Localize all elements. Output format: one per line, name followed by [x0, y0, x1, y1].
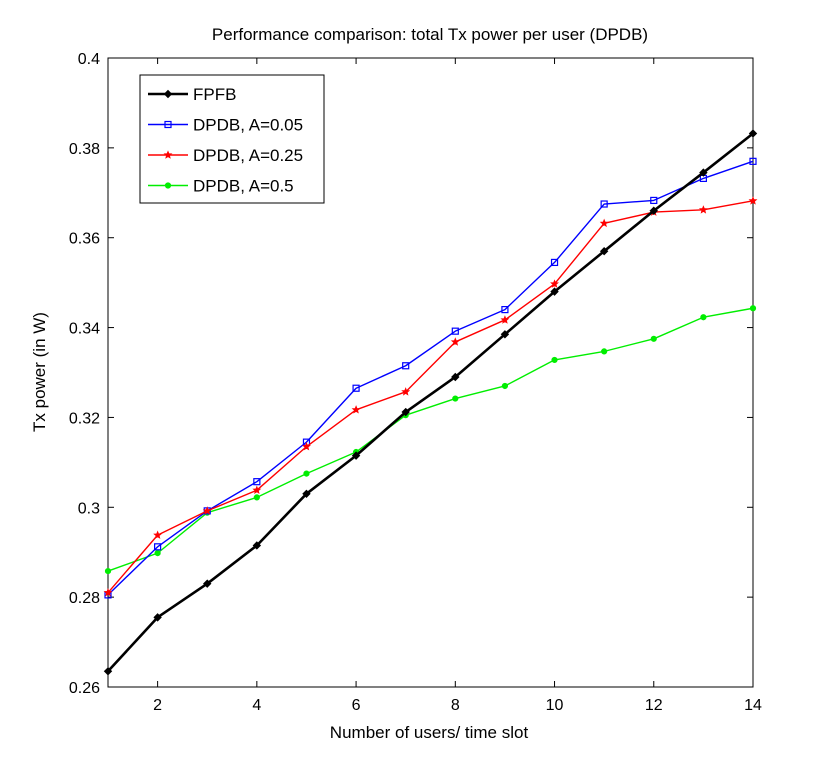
data-point [401, 407, 410, 417]
data-point [649, 206, 658, 215]
y-tick-label: 0.32 [69, 410, 100, 427]
axis-ticks: 2 4 6 8 10 12 14 0.26 0.28 0.3 0.32 0.34 0.36 0.38 0.4 [69, 51, 762, 714]
legend-label: DPDB, A=0.25 [193, 146, 303, 165]
legend-label: DPDB, A=0.05 [193, 116, 303, 135]
x-tick-label: 6 [352, 697, 361, 714]
data-point [104, 567, 112, 575]
data-point [748, 129, 758, 138]
data-point [402, 362, 410, 370]
legend-entry: FPFB [148, 85, 236, 104]
y-tick-label: 0.28 [69, 590, 100, 607]
data-point [203, 579, 212, 588]
y-tick-label: 0.3 [78, 500, 100, 517]
data-point [650, 196, 658, 205]
data-point [351, 405, 361, 414]
data-point [550, 287, 559, 296]
data-point [601, 348, 608, 355]
legend-entry: DPDB, A=0.25 [148, 146, 303, 165]
chart-title: Performance comparison: total Tx power p… [212, 25, 648, 44]
data-point [252, 541, 262, 550]
data-point [154, 543, 162, 551]
data-point [154, 550, 161, 557]
legend-label: DPDB, A=0.5 [193, 177, 294, 196]
legend-marker [163, 150, 173, 159]
data-point [202, 506, 212, 515]
data-point [699, 168, 708, 177]
data-point [698, 205, 708, 214]
data-point [451, 372, 460, 382]
data-point [501, 306, 509, 314]
data-point [748, 196, 758, 205]
x-tick-label: 2 [153, 697, 162, 714]
data-point [401, 387, 411, 396]
x-tick-label: 10 [546, 697, 564, 714]
legend: FPFB DPDB, A=0.05 DPDB, A=0.25 DPDB, A=0.5 [139, 74, 325, 204]
data-point [302, 441, 311, 451]
data-point [452, 395, 459, 402]
legend-entry: DPDB, A=0.5 [148, 177, 294, 196]
legend-marker [164, 120, 172, 129]
data-point [599, 218, 609, 228]
y-tick-label: 0.4 [78, 51, 100, 68]
data-point [352, 384, 360, 392]
data-point [252, 485, 262, 494]
series-line [107, 132, 754, 673]
data-point [253, 494, 260, 501]
data-point [500, 315, 510, 324]
y-axis-label: Tx power (in W) [30, 312, 49, 432]
series-line [107, 160, 754, 596]
data-point [551, 356, 558, 364]
data-point [550, 279, 559, 288]
series-line [107, 307, 754, 572]
legend-marker [163, 89, 173, 99]
data-point [303, 470, 310, 477]
x-tick-label: 8 [451, 697, 460, 714]
x-tick-label: 12 [645, 697, 663, 714]
legend-marker [164, 182, 172, 189]
data-point [599, 246, 609, 256]
data-point [253, 478, 261, 486]
data-point [700, 314, 707, 321]
x-tick-label: 4 [252, 697, 261, 714]
x-tick-label: 14 [744, 697, 762, 714]
data-point [153, 613, 162, 622]
data-point [550, 258, 559, 267]
series-layer [103, 129, 758, 676]
data-point [450, 337, 460, 346]
data-point [749, 157, 757, 165]
legend-label: FPFB [193, 85, 236, 104]
data-point [501, 382, 509, 390]
data-point [153, 530, 163, 539]
data-point [451, 327, 459, 335]
series-0 [103, 129, 758, 676]
data-point [500, 330, 510, 339]
data-point [749, 305, 757, 312]
data-point [103, 587, 113, 597]
x-axis-label: Number of users/ time slot [330, 723, 529, 742]
data-point [351, 451, 361, 460]
y-tick-label: 0.38 [69, 141, 100, 158]
data-point [600, 200, 608, 208]
y-tick-label: 0.36 [69, 231, 100, 248]
data-point [650, 335, 657, 342]
data-point [103, 667, 113, 676]
y-tick-label: 0.26 [69, 680, 100, 697]
y-tick-label: 0.34 [69, 321, 100, 338]
data-point [302, 489, 311, 499]
legend-box [139, 74, 325, 204]
legend-entry: DPDB, A=0.05 [148, 116, 303, 135]
series-line [107, 200, 754, 594]
